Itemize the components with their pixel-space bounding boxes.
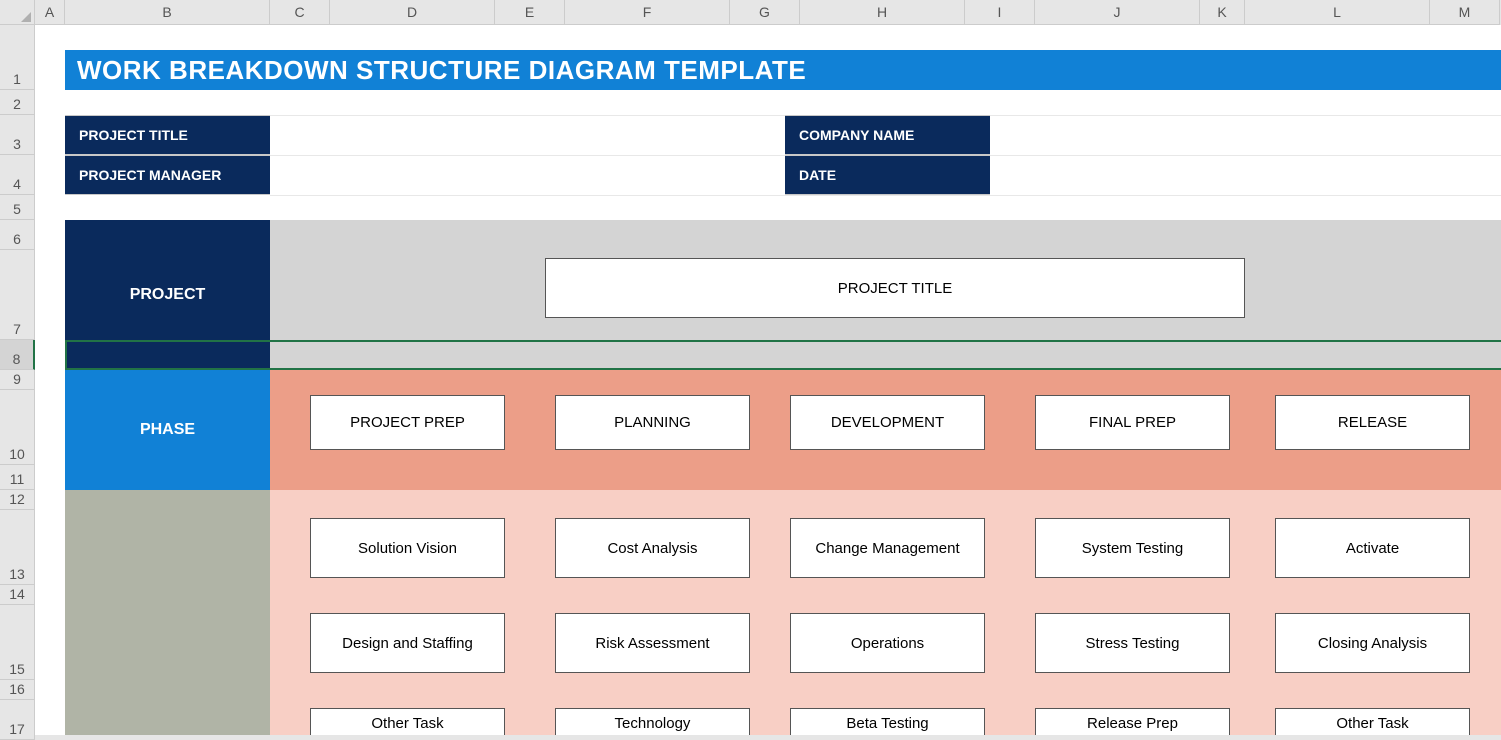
node-text: PROJECT TITLE — [838, 280, 952, 297]
column-header[interactable]: H — [800, 0, 965, 25]
phase-node[interactable]: RELEASE — [1275, 395, 1470, 450]
column-header[interactable]: J — [1035, 0, 1200, 25]
task-node[interactable]: Stress Testing — [1035, 613, 1230, 673]
column-header[interactable]: B — [65, 0, 270, 25]
select-all-corner[interactable] — [0, 0, 35, 25]
row-header[interactable]: 7 — [0, 250, 35, 340]
row-header[interactable]: 10 — [0, 390, 35, 465]
label-text: PHASE — [140, 421, 195, 439]
task-node[interactable]: Change Management — [790, 518, 985, 578]
row-header[interactable]: 9 — [0, 370, 35, 390]
row-header[interactable]: 2 — [0, 90, 35, 115]
title-text: WORK BREAKDOWN STRUCTURE DIAGRAM TEMPLAT… — [77, 55, 806, 86]
label-text: COMPANY NAME — [799, 127, 914, 143]
phase-node[interactable]: DEVELOPMENT — [790, 395, 985, 450]
task-node[interactable]: Activate — [1275, 518, 1470, 578]
column-header[interactable]: A — [35, 0, 65, 25]
task-node[interactable]: Cost Analysis — [555, 518, 750, 578]
row-header[interactable]: 8 — [0, 340, 35, 370]
task-node[interactable]: Operations — [790, 613, 985, 673]
row-header[interactable]: 12 — [0, 490, 35, 510]
section-label-project: PROJECT — [65, 220, 270, 370]
row-headers: 1234567891011121314151617 — [0, 25, 35, 735]
task-node[interactable]: Design and Staffing — [310, 613, 505, 673]
row-header[interactable]: 6 — [0, 220, 35, 250]
task-node[interactable]: Beta Testing — [790, 708, 985, 735]
task-node[interactable]: Other Task — [310, 708, 505, 735]
row-header[interactable]: 5 — [0, 195, 35, 220]
column-header[interactable]: L — [1245, 0, 1430, 25]
task-node[interactable]: Risk Assessment — [555, 613, 750, 673]
label-company-name: COMPANY NAME — [785, 115, 990, 155]
label-text: DATE — [799, 167, 836, 183]
phase-node[interactable]: PROJECT PREP — [310, 395, 505, 450]
task-node[interactable]: Technology — [555, 708, 750, 735]
row-header[interactable]: 15 — [0, 605, 35, 680]
label-date: DATE — [785, 155, 990, 195]
row-header[interactable]: 4 — [0, 155, 35, 195]
row-header[interactable]: 1 — [0, 25, 35, 90]
column-headers: ABCDEFGHIJKLM — [35, 0, 1501, 25]
label-text: PROJECT — [130, 286, 206, 304]
row-header[interactable]: 17 — [0, 700, 35, 740]
column-header[interactable]: G — [730, 0, 800, 25]
row-header[interactable]: 13 — [0, 510, 35, 585]
task-node[interactable]: Release Prep — [1035, 708, 1230, 735]
title-banner: WORK BREAKDOWN STRUCTURE DIAGRAM TEMPLAT… — [65, 50, 1501, 90]
column-header[interactable]: I — [965, 0, 1035, 25]
project-title-node[interactable]: PROJECT TITLE — [545, 258, 1245, 318]
row-header[interactable]: 11 — [0, 465, 35, 490]
column-header[interactable]: E — [495, 0, 565, 25]
label-project-manager: PROJECT MANAGER — [65, 155, 270, 195]
column-header[interactable]: M — [1430, 0, 1500, 25]
phase-node[interactable]: PLANNING — [555, 395, 750, 450]
worksheet-area[interactable]: WORK BREAKDOWN STRUCTURE DIAGRAM TEMPLAT… — [35, 25, 1501, 735]
row-header[interactable]: 3 — [0, 115, 35, 155]
label-text: PROJECT TITLE — [79, 127, 188, 143]
column-header[interactable]: D — [330, 0, 495, 25]
task-node[interactable]: Other Task — [1275, 708, 1470, 735]
task-node[interactable]: System Testing — [1035, 518, 1230, 578]
label-project-title: PROJECT TITLE — [65, 115, 270, 155]
task-node[interactable]: Closing Analysis — [1275, 613, 1470, 673]
row-header[interactable]: 16 — [0, 680, 35, 700]
section-label-tasks — [65, 490, 270, 735]
column-header[interactable]: C — [270, 0, 330, 25]
column-header[interactable]: K — [1200, 0, 1245, 25]
phase-node[interactable]: FINAL PREP — [1035, 395, 1230, 450]
section-label-phase: PHASE — [65, 370, 270, 490]
gridline — [270, 195, 1501, 196]
column-header[interactable]: F — [565, 0, 730, 25]
task-node[interactable]: Solution Vision — [310, 518, 505, 578]
row-header[interactable]: 14 — [0, 585, 35, 605]
label-text: PROJECT MANAGER — [79, 167, 221, 183]
